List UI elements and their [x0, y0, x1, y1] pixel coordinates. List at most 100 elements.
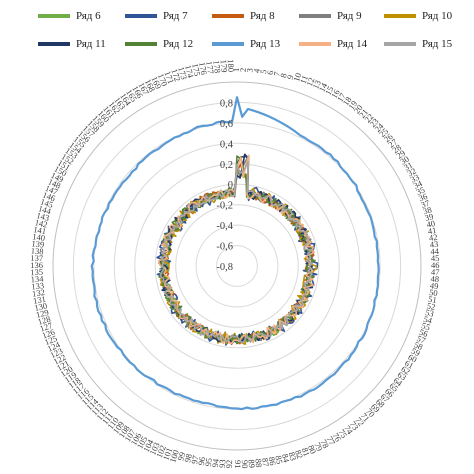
angular-label: 59	[410, 346, 422, 359]
legend-label: Ряд 14	[337, 38, 368, 50]
angular-label: 49	[429, 280, 438, 291]
angular-label: 12	[304, 76, 316, 88]
angular-labels: 1234567891011121314151617181920212223242…	[30, 59, 440, 468]
radial-tick-label: 0,4	[220, 139, 234, 150]
angular-label: 15	[323, 84, 336, 96]
angular-label: 175	[190, 62, 202, 77]
legend-label: Ряд 10	[422, 10, 453, 22]
angular-label: 38	[422, 204, 433, 216]
angular-label: 37	[420, 198, 431, 210]
grid-ring	[154, 183, 320, 349]
grid-ring	[195, 224, 279, 308]
angular-label: 98	[182, 453, 194, 464]
angular-label: 89	[247, 459, 258, 468]
angular-label: 142	[34, 217, 49, 229]
angular-label: 127	[39, 320, 54, 333]
series-line	[90, 96, 380, 411]
legend-label: Ряд 8	[250, 10, 275, 22]
angular-label: 80	[306, 444, 318, 456]
legend-swatch	[299, 14, 331, 18]
radial-tick-label: 0,2	[220, 160, 233, 171]
radar-series	[90, 96, 380, 411]
angular-label: 103	[147, 441, 161, 457]
angular-label: 146	[41, 190, 56, 204]
angular-label: 143	[35, 210, 50, 223]
angular-label: 77	[325, 434, 338, 446]
angular-label: 135	[30, 267, 43, 277]
angular-label: 50	[429, 287, 439, 298]
angular-label: 54	[422, 314, 434, 326]
angular-label: 141	[33, 224, 47, 236]
angular-label: 133	[31, 280, 45, 291]
angular-label: 53	[424, 307, 435, 319]
angular-label: 58	[413, 339, 425, 352]
legend-label: Ряд 6	[76, 10, 101, 22]
angular-label: 3	[244, 68, 254, 73]
radial-tick-label: 0,6	[220, 119, 233, 130]
angular-label: 48	[430, 273, 439, 284]
legend-label: Ряд 15	[422, 38, 453, 50]
angular-label: 5	[258, 69, 268, 75]
angular-label: 57	[415, 333, 427, 345]
legend-swatch	[125, 42, 157, 46]
radial-tick-label: 0,8	[220, 98, 233, 109]
angular-label: 33	[409, 172, 421, 185]
angular-label: 6	[265, 70, 276, 76]
legend-swatch	[384, 42, 416, 46]
angular-label: 139	[31, 238, 45, 249]
angular-label: 4	[251, 67, 261, 73]
radar-grid	[52, 81, 422, 451]
angular-label: 56	[418, 327, 429, 339]
grid-ring	[72, 101, 402, 431]
angular-label: 55	[420, 320, 431, 332]
angular-label: 10	[291, 72, 303, 83]
legend-swatch	[125, 14, 157, 18]
radial-tick-label: -0,4	[216, 221, 233, 232]
angular-label: 170	[156, 72, 170, 88]
angular-label: 173	[176, 66, 189, 81]
angular-label: 39	[424, 211, 435, 223]
angular-label: 137	[30, 253, 43, 263]
angular-label: 79	[312, 441, 325, 453]
angular-label: 147	[44, 183, 60, 197]
grid-ring	[52, 81, 422, 451]
angular-label: 97	[189, 455, 201, 465]
angular-label: 148	[47, 176, 63, 190]
legend-row-2: Ряд 11 Ряд 12 Ряд 13 Ряд 14 Ряд 15	[0, 34, 474, 54]
angular-label: 96	[196, 456, 207, 466]
angular-label: 41	[427, 225, 437, 236]
angular-label: 52	[426, 300, 436, 312]
legend-label: Ряд 11	[76, 38, 106, 50]
angular-label: 83	[287, 451, 299, 462]
angular-label: 140	[32, 231, 46, 243]
legend-label: Ряд 7	[163, 10, 188, 22]
legend-swatch	[38, 14, 70, 18]
angular-label: 129	[35, 307, 50, 320]
angular-label: 176	[197, 61, 209, 75]
angular-label: 138	[31, 246, 44, 257]
angular-label: 35	[415, 185, 427, 197]
angular-label: 93	[217, 459, 228, 468]
angular-label: 174	[183, 64, 196, 80]
angular-label: 13	[310, 79, 323, 91]
legend-label: Ряд 9	[337, 10, 362, 22]
legend-swatch	[212, 42, 244, 46]
angular-label: 102	[154, 444, 168, 460]
angular-label: 36	[417, 191, 428, 203]
angular-label: 44	[430, 246, 440, 257]
angular-label: 1	[231, 68, 241, 72]
angular-label: 8	[278, 72, 289, 79]
angular-label: 87	[260, 457, 271, 467]
angular-label: 134	[30, 273, 44, 284]
angular-label: 86	[267, 456, 278, 466]
angular-label: 81	[300, 446, 312, 457]
angular-label: 180	[226, 59, 236, 72]
angular-label: 84	[280, 453, 292, 464]
angular-label: 60	[406, 352, 418, 365]
angular-label: 130	[33, 300, 48, 312]
legend-row-1: Ряд 6 Ряд 7 Ряд 8 Ряд 9 Ряд 10	[0, 6, 474, 26]
angular-label: 82	[293, 449, 305, 460]
angular-label: 101	[161, 446, 175, 461]
angular-label: 125	[43, 333, 59, 347]
angular-label: 40	[426, 218, 436, 230]
